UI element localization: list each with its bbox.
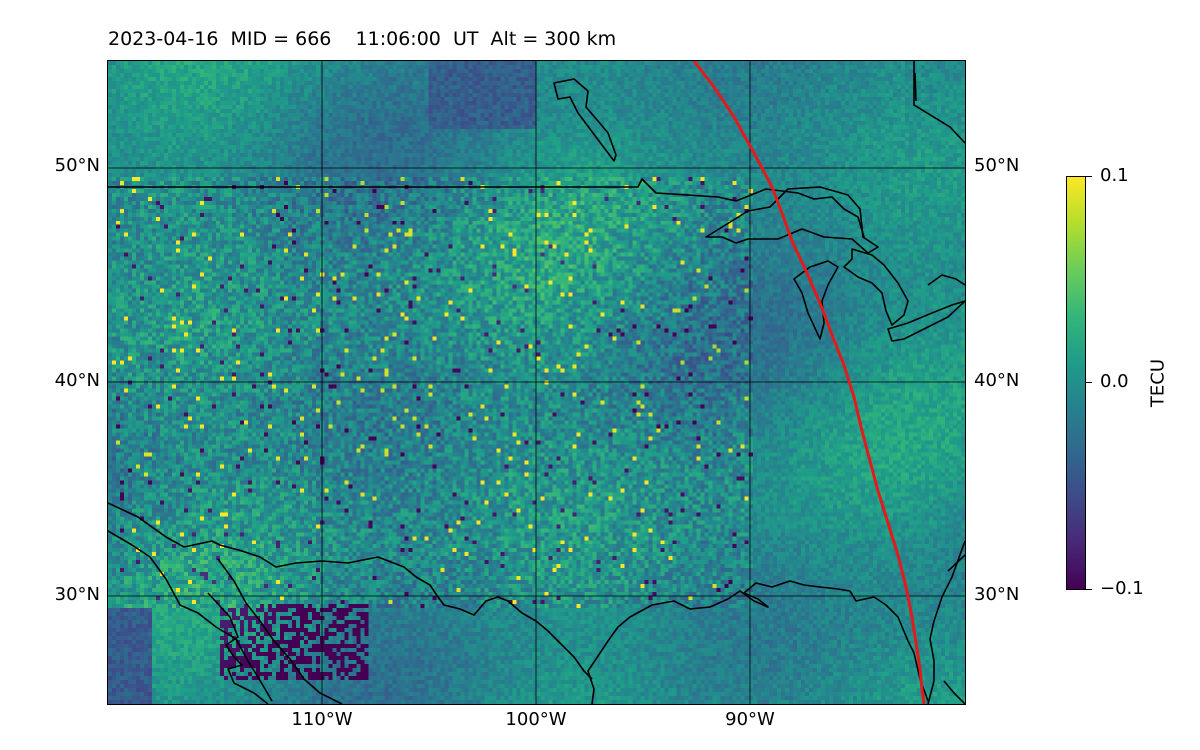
solar-terminator xyxy=(692,61,926,704)
colorbar-label-mid: 0.0 xyxy=(1100,371,1129,392)
lon-label-100: 100°W xyxy=(505,709,567,730)
lake-ontario xyxy=(927,274,965,286)
northeast-shore xyxy=(913,61,965,144)
florida-keys xyxy=(943,680,965,704)
colorbar-label-min: −0.1 xyxy=(1100,578,1144,599)
us-mexico-border xyxy=(108,502,593,680)
map-overlay xyxy=(108,61,965,704)
gulf-coast-texas xyxy=(587,580,929,704)
lat-label-left-50: 50°N xyxy=(54,155,100,176)
colorbar xyxy=(1066,176,1086,590)
florida-coast xyxy=(927,540,965,704)
lake-erie xyxy=(887,300,965,342)
atlantic-coast xyxy=(947,554,965,572)
us-canada-border xyxy=(108,178,865,238)
lon-label-90: 90°W xyxy=(725,709,775,730)
tec-map xyxy=(108,61,965,704)
hudson-coast xyxy=(553,78,617,162)
lake-michigan xyxy=(793,260,839,340)
james-bay-shore xyxy=(914,72,917,102)
lon-label-110: 110°W xyxy=(291,709,353,730)
map-title: 2023-04-16 MID = 666 11:06:00 UT Alt = 3… xyxy=(108,28,617,50)
baja-coast xyxy=(108,530,273,702)
lat-label-left-40: 40°N xyxy=(54,370,100,391)
colorbar-label-max: 0.1 xyxy=(1100,165,1129,186)
colorbar-title: TECU xyxy=(1147,358,1169,408)
lat-label-right-30: 30°N xyxy=(974,584,1020,605)
colorbar-tick-max xyxy=(1086,176,1092,178)
lat-label-right-40: 40°N xyxy=(974,370,1020,391)
colorbar-tick-min xyxy=(1086,589,1092,591)
gridlines xyxy=(108,61,965,704)
lake-huron xyxy=(843,248,909,326)
gulf-california-coast xyxy=(217,558,343,704)
lat-label-left-30: 30°N xyxy=(54,584,100,605)
lake-superior xyxy=(705,186,879,254)
colorbar-tick-mid xyxy=(1086,382,1092,384)
mexico-west-coast xyxy=(207,592,269,704)
lat-label-right-50: 50°N xyxy=(974,155,1020,176)
coastlines xyxy=(108,61,965,704)
